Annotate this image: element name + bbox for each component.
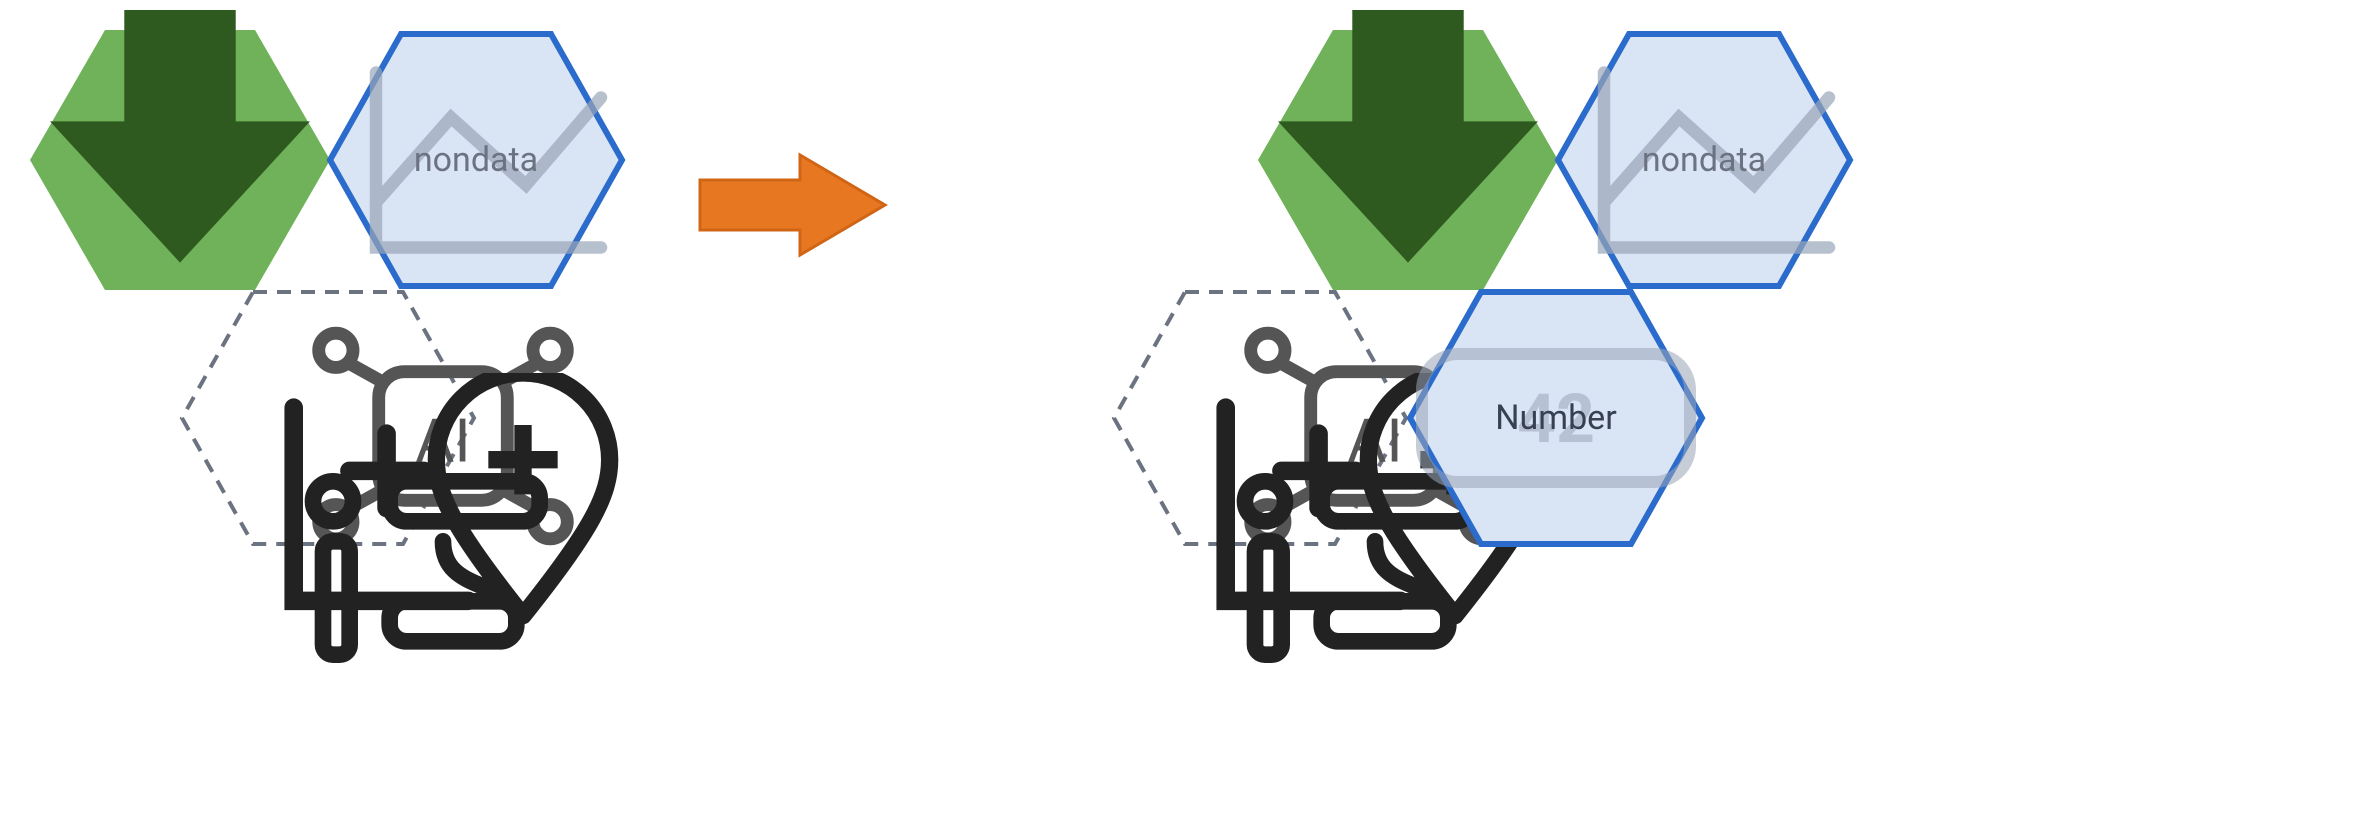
hex-blue-right-top-label: nondata [1642, 140, 1766, 180]
hex-dashed-left-content: AI [178, 288, 478, 548]
arrow-down-icon [1258, 10, 1558, 270]
hex-blue-right-bottom: 42 Number [1406, 288, 1706, 548]
transition-arrow [690, 145, 890, 265]
hex-blue-left-content: nondata [326, 30, 626, 290]
hex-green-right-content: nondata [1258, 30, 1558, 290]
hex-blue-left: nondata [326, 30, 626, 290]
hex-blue-left-label: nondata [414, 140, 538, 180]
hex-green-left: nondata [30, 30, 330, 290]
hex-green-right: nondata [1258, 30, 1558, 290]
hex-dashed-left: AI [178, 288, 478, 548]
hex-dashed-right-content: AI [1110, 288, 1410, 548]
hex-blue-right-bottom-label: Number [1495, 398, 1616, 438]
arrow-down-icon [30, 10, 330, 270]
hex-blue-right-bottom-content: 42 Number [1406, 288, 1706, 548]
arrow-right-icon [690, 145, 890, 265]
link-arrows-icon [283, 448, 583, 708]
hex-blue-right-top: nondata [1554, 30, 1854, 290]
hex-blue-right-top-content: nondata [1554, 30, 1854, 290]
hex-green-left-content: nondata [30, 30, 330, 290]
hex-dashed-right: AI [1110, 288, 1410, 548]
diagram-canvas: nondata nondata [0, 0, 2358, 838]
